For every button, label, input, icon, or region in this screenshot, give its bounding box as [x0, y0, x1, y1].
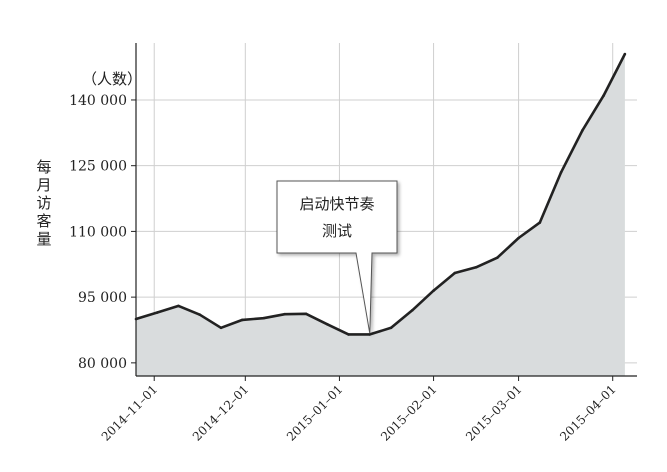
axes	[135, 43, 637, 377]
data-point-13	[411, 309, 414, 312]
data-point-10	[347, 333, 350, 336]
data-point-23	[623, 52, 627, 56]
data-point-6	[262, 316, 265, 320]
data-point-8	[304, 312, 308, 316]
data-points	[134, 52, 627, 336]
visitor-trend-line	[135, 53, 627, 336]
data-point-4	[219, 326, 223, 330]
x-axis-ticks: 2014–11–01 2014–12–01 2015–01–01 2015–02–01…	[99, 376, 619, 444]
data-point-12	[389, 326, 393, 330]
unit-label: （人数）	[82, 70, 142, 88]
data-point-5	[241, 318, 244, 322]
callout-annotation: 启动快节奏 测试	[276, 180, 398, 334]
callout-text-line-1: 启动快节奏	[299, 195, 374, 213]
x-tick-label-4: 2015–03–01	[463, 382, 525, 444]
data-point-19	[538, 221, 542, 224]
y-tick-label-1: 95 000	[78, 290, 127, 306]
data-point-21	[581, 129, 584, 132]
x-tick-label-2: 2015–01–01	[284, 382, 346, 444]
callout-box	[276, 180, 398, 334]
data-point-7	[283, 312, 287, 316]
x-tick-label-1: 2014–12–01	[190, 382, 252, 444]
data-point-9	[326, 323, 329, 326]
y-tick-label-3: 125 000	[69, 159, 127, 175]
x-tick-label-3: 2015–02–01	[378, 382, 440, 444]
data-point-11	[368, 333, 372, 336]
y-axis-title: 每月访客量	[36, 158, 51, 248]
data-point-22	[602, 94, 605, 97]
data-point-0	[134, 317, 138, 321]
data-point-14	[432, 289, 435, 292]
data-point-3	[198, 313, 202, 317]
y-tick-label-4: 140 000	[69, 93, 127, 109]
data-point-16	[474, 266, 478, 269]
data-point-18	[517, 236, 520, 240]
y-axis-ticks: 80 000 95 000 110 000 125 000 140 000	[69, 93, 136, 372]
data-point-20	[559, 171, 563, 174]
visitor-area-fill	[136, 54, 625, 376]
x-tick-label-5: 2015–04–01	[557, 382, 619, 444]
x-tick-label-0: 2014–11–01	[99, 382, 161, 444]
data-point-17	[496, 256, 499, 260]
y-tick-label-0: 80 000	[78, 356, 127, 372]
callout-text-line-2: 测试	[322, 222, 352, 240]
data-point-1	[156, 311, 159, 314]
data-point-15	[453, 271, 457, 275]
data-point-2	[177, 304, 180, 308]
y-tick-label-2: 110 000	[69, 224, 127, 240]
